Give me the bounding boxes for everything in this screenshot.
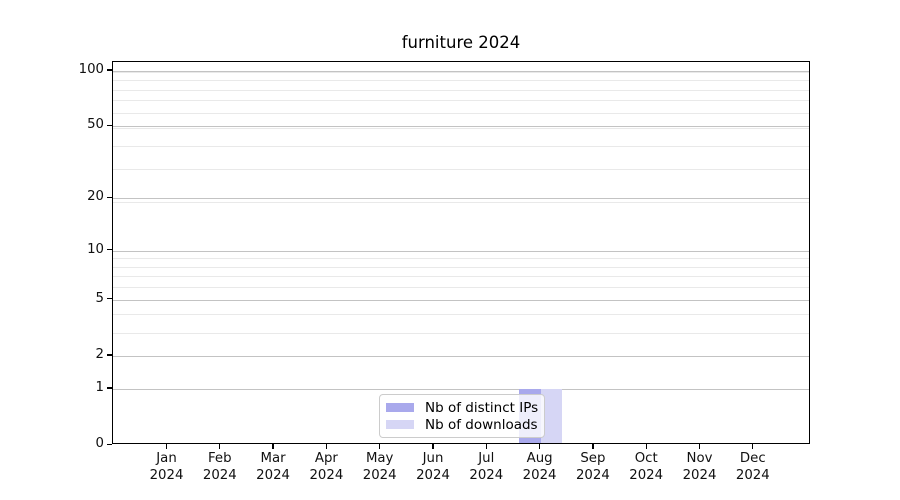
x-tick-year: 2024 xyxy=(309,468,344,483)
y-tick-label: 10 xyxy=(87,241,104,257)
x-tick-month: Apr xyxy=(314,451,338,466)
x-tick-mark xyxy=(325,444,328,449)
x-tick-year: 2024 xyxy=(362,468,397,483)
x-tick-mark xyxy=(485,444,487,449)
x-tick-month: Feb xyxy=(208,451,232,466)
x-tick-mark xyxy=(752,444,754,449)
x-tick-mark xyxy=(379,444,381,449)
gridline-minor xyxy=(113,169,809,171)
x-tick-month: Aug xyxy=(526,451,553,466)
y-tick-mark xyxy=(107,354,112,356)
x-tick-label: Feb 2024 xyxy=(188,450,252,484)
gridline-minor xyxy=(113,202,809,204)
x-tick-label: Jul 2024 xyxy=(454,450,518,484)
x-tick-year: 2024 xyxy=(256,468,291,483)
x-tick-mark xyxy=(698,444,701,449)
gridline-major xyxy=(113,299,809,301)
x-tick-label: Apr 2024 xyxy=(294,450,358,484)
x-tick-mark xyxy=(592,444,594,449)
legend-label-downloads: Nb of downloads xyxy=(425,416,538,433)
x-tick-label: Aug 2024 xyxy=(508,450,572,484)
gridline-minor xyxy=(113,89,809,91)
x-tick-label: Sep 2024 xyxy=(561,450,625,484)
y-tick-mark xyxy=(107,124,112,126)
gridline-major xyxy=(113,126,809,128)
x-tick-year: 2024 xyxy=(629,468,664,483)
y-tick-label: 2 xyxy=(95,346,104,362)
x-tick-mark xyxy=(219,444,221,449)
gridline-minor xyxy=(113,258,809,260)
gridline-major xyxy=(113,250,809,252)
y-tick-label: 5 xyxy=(95,290,104,306)
x-tick-year: 2024 xyxy=(149,468,184,483)
y-tick-mark xyxy=(107,387,112,389)
x-tick-mark xyxy=(272,444,274,449)
x-tick-year: 2024 xyxy=(416,468,450,483)
legend-row-distinct-ips: Nb of distinct IPs xyxy=(386,399,540,416)
y-tick-mark xyxy=(107,298,112,300)
chart-title: furniture 2024 xyxy=(401,33,521,52)
y-tick-mark xyxy=(107,196,112,198)
gridline-minor xyxy=(113,314,809,316)
gridline-minor xyxy=(113,266,809,268)
y-tick-label: 20 xyxy=(87,189,104,205)
gridline-major xyxy=(113,388,809,390)
x-tick-month: Sep xyxy=(580,451,606,466)
y-tick-label: 1 xyxy=(95,379,104,395)
x-tick-month: Oct xyxy=(634,451,658,466)
x-tick-year: 2024 xyxy=(575,468,610,483)
y-tick-label: 100 xyxy=(78,61,104,77)
gridline-minor xyxy=(113,100,809,102)
gridline-minor xyxy=(113,145,809,147)
gridline-major xyxy=(113,355,809,357)
y-tick-mark xyxy=(107,249,112,251)
x-tick-month: Dec xyxy=(739,451,766,466)
y-tick-mark xyxy=(107,69,112,71)
x-tick-year: 2024 xyxy=(735,468,770,483)
y-tick-label: 50 xyxy=(87,117,104,133)
x-tick-month: Jan xyxy=(156,451,177,466)
gridline-minor xyxy=(113,71,809,73)
gridline-major xyxy=(113,70,809,72)
plot-inner: Nb of distinct IPs Nb of downloads xyxy=(113,62,809,443)
x-tick-mark xyxy=(645,444,647,449)
x-tick-mark xyxy=(165,444,168,449)
x-tick-label: Jun 2024 xyxy=(401,450,465,484)
y-tick-label: 0 xyxy=(95,436,104,451)
y-tick-mark xyxy=(107,443,112,445)
x-tick-month: Nov xyxy=(686,451,713,466)
gridline-minor xyxy=(113,332,809,334)
x-tick-year: 2024 xyxy=(202,468,237,483)
gridline-major xyxy=(113,198,809,200)
x-tick-month: May xyxy=(365,451,394,466)
x-tick-month: Jun xyxy=(422,451,444,466)
legend: Nb of distinct IPs Nb of downloads xyxy=(379,394,545,438)
legend-swatch-distinct-ips xyxy=(386,403,414,412)
x-tick-label: Dec 2024 xyxy=(721,450,785,484)
x-tick-month: Jul xyxy=(478,451,495,466)
gridline-minor xyxy=(113,276,809,278)
x-tick-year: 2024 xyxy=(682,468,717,483)
x-tick-mark xyxy=(538,444,541,449)
gridline-minor xyxy=(113,287,809,289)
x-tick-label: May 2024 xyxy=(348,450,412,484)
gridline-minor xyxy=(113,80,809,82)
legend-label-distinct-ips: Nb of distinct IPs xyxy=(425,399,539,416)
x-tick-label: Oct 2024 xyxy=(614,450,678,484)
x-tick-year: 2024 xyxy=(469,468,504,483)
x-tick-month: Mar xyxy=(260,451,286,466)
x-tick-label: Mar 2024 xyxy=(241,450,305,484)
gridline-minor xyxy=(113,112,809,114)
legend-swatch-downloads xyxy=(386,420,414,429)
x-tick-mark xyxy=(432,444,434,449)
x-tick-label: Nov 2024 xyxy=(668,450,732,484)
gridline-minor xyxy=(113,127,809,129)
x-tick-label: Jan 2024 xyxy=(135,450,199,484)
x-tick-year: 2024 xyxy=(522,468,557,483)
legend-row-downloads: Nb of downloads xyxy=(386,416,540,433)
bar-downloads-aug xyxy=(540,388,562,443)
plot-area: Nb of distinct IPs Nb of downloads xyxy=(112,61,810,444)
